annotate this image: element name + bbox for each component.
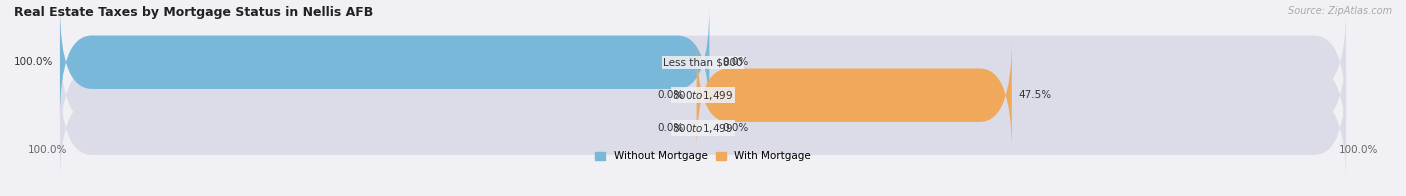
FancyBboxPatch shape [60, 73, 1346, 184]
Text: $800 to $1,499: $800 to $1,499 [672, 89, 734, 102]
Legend: Without Mortgage, With Mortgage: Without Mortgage, With Mortgage [595, 151, 811, 161]
Text: 0.0%: 0.0% [723, 57, 748, 67]
Text: $800 to $1,499: $800 to $1,499 [672, 122, 734, 135]
Text: 100.0%: 100.0% [28, 145, 67, 155]
Text: 0.0%: 0.0% [723, 123, 748, 133]
FancyBboxPatch shape [60, 40, 1346, 151]
Text: 100.0%: 100.0% [1339, 145, 1378, 155]
Text: 47.5%: 47.5% [1018, 90, 1052, 100]
Text: Real Estate Taxes by Mortgage Status in Nellis AFB: Real Estate Taxes by Mortgage Status in … [14, 6, 374, 19]
FancyBboxPatch shape [60, 7, 1346, 118]
FancyBboxPatch shape [696, 40, 1012, 151]
Text: 0.0%: 0.0% [658, 90, 683, 100]
Text: Source: ZipAtlas.com: Source: ZipAtlas.com [1288, 6, 1392, 16]
Text: Less than $800: Less than $800 [664, 57, 742, 67]
FancyBboxPatch shape [60, 7, 710, 118]
Text: 0.0%: 0.0% [658, 123, 683, 133]
Text: 100.0%: 100.0% [14, 57, 53, 67]
